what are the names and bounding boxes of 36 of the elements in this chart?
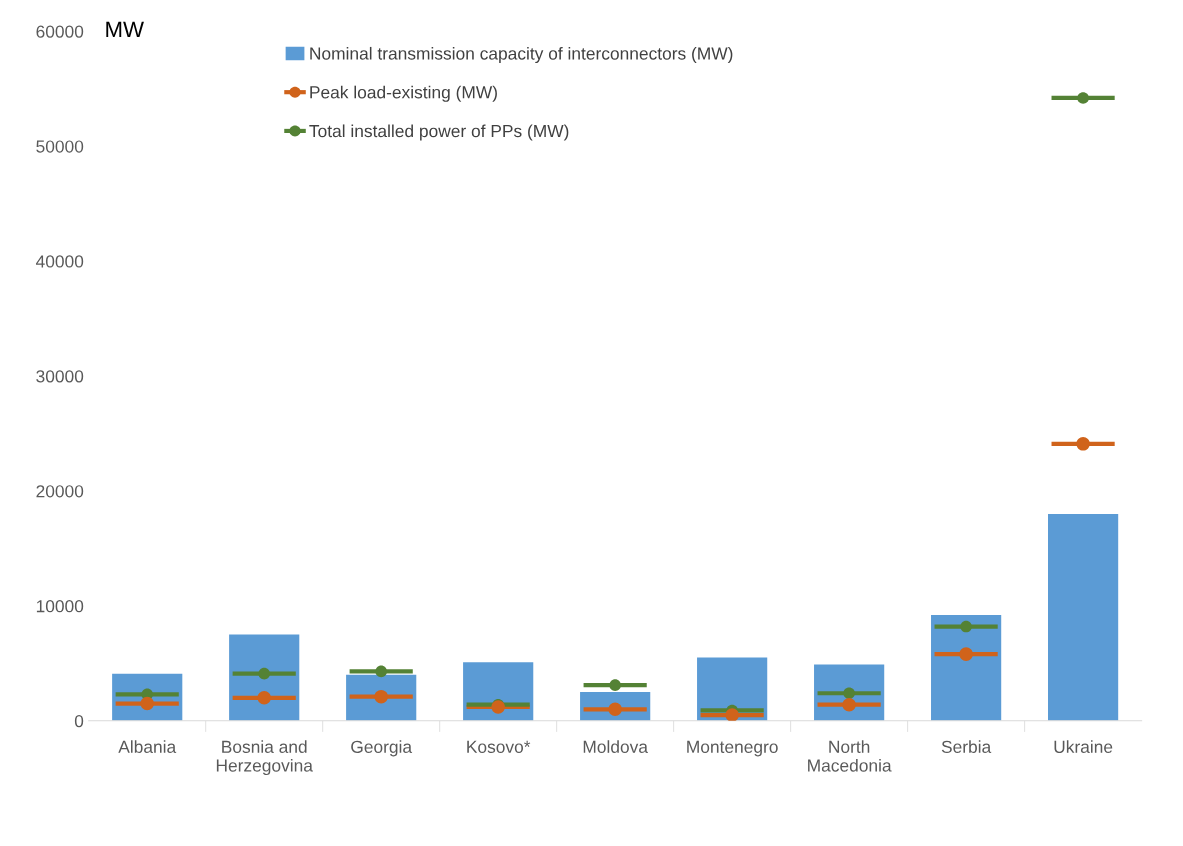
legend-label: Nominal transmission capacity of interconnectors (MW)	[310, 46, 733, 64]
point	[375, 665, 387, 678]
y-tick-label: 20000	[36, 485, 84, 498]
y-tick-label: 10000	[36, 600, 84, 613]
x-tick-label: Albania	[118, 740, 177, 753]
bar	[931, 615, 1002, 721]
point	[843, 687, 855, 700]
x-tick-label: Ukraine	[1054, 740, 1113, 753]
y-axis-title: MW	[106, 21, 144, 38]
x-tick-label: Georgia	[351, 740, 413, 757]
point	[258, 667, 271, 680]
y-tick-label: 60000	[36, 25, 84, 38]
point	[257, 691, 271, 705]
point	[374, 689, 388, 704]
x-tick-label: North Macedonia	[808, 740, 892, 772]
y-tick-label: 40000	[35, 255, 84, 268]
bar	[1048, 513, 1119, 721]
point	[842, 697, 856, 712]
point	[959, 647, 973, 661]
point	[609, 679, 621, 691]
x-tick-label: Serbia	[941, 740, 992, 753]
point	[608, 702, 622, 717]
point	[140, 696, 154, 711]
point	[1076, 437, 1090, 451]
x-tick-label: Montenegro	[687, 740, 778, 757]
y-tick-label: 30000	[36, 370, 84, 383]
point	[960, 620, 972, 633]
legend-label: Peak load-existing (MW)	[310, 85, 497, 102]
y-tick-label: 50000	[36, 140, 84, 153]
y-tick-label: 0	[74, 714, 84, 728]
legend-label: Total installed power of PPs (MW)	[309, 124, 569, 141]
x-tick-label: Moldova	[583, 740, 648, 753]
point	[1077, 92, 1089, 104]
x-tick-label: Bosnia and Herzegovina	[216, 740, 313, 776]
x-tick-label: Kosovo*	[467, 740, 531, 753]
point	[725, 708, 739, 721]
